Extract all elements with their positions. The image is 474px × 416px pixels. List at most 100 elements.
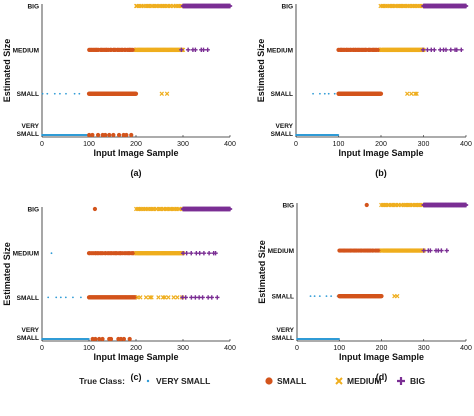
data-point [215,295,220,300]
data-point [205,47,210,53]
legend-title: True Class: [79,376,125,386]
data-point [73,92,76,95]
data-point [175,295,180,300]
data-point [318,295,321,298]
x-tick-label: 100 [333,141,345,148]
dot-marker [146,379,150,383]
data-point [59,92,61,95]
y-tick-label: SMALL [17,91,39,98]
data-point [93,336,98,342]
data-point [138,295,143,300]
y-tick-label: VERY [277,327,295,334]
data-point [171,295,176,300]
y-axis-title: Estimated Size [2,242,12,306]
data-point [439,248,444,253]
data-point [164,91,170,96]
data-point [428,248,433,253]
data-point [41,92,44,95]
legend-label: SMALL [277,376,306,386]
data-point [206,251,212,256]
data-point [209,295,214,300]
x-axis-title: Input Image Sample [339,352,424,362]
data-point [92,206,98,212]
y-tick-label: MEDIUM [13,47,39,54]
y-axis-title: Estimated Size [2,39,12,103]
data-point [118,336,124,342]
data-point [325,295,328,298]
data-point [59,296,62,299]
y-tick-label: BIG [27,4,39,11]
data-point [338,338,340,340]
data-point [90,132,95,138]
panel-label: (c) [131,372,142,382]
y-axis-title: Estimated Size [256,39,266,103]
data-point [432,47,437,53]
legend-item-medium: MEDIUM [335,376,381,386]
data-point [395,293,400,299]
x-tick-label: 400 [460,345,472,352]
data-point [444,248,449,253]
data-point [133,91,139,96]
data-point [405,91,410,96]
data-point [129,132,134,138]
data-point [124,132,129,138]
data-point [201,251,207,256]
y-tick-label: SMALL [271,131,293,138]
data-point [183,295,188,300]
plus-marker [397,377,405,385]
data-point [79,296,82,299]
y-tick-label: MEDIUM [13,251,39,258]
data-point [448,47,453,53]
data-point [327,92,330,95]
panel-label: (a) [131,168,142,178]
data-point [65,92,67,95]
data-point [227,3,233,9]
legend-item-big: BIG [397,376,426,386]
data-point [116,132,122,138]
x-tick-label: 100 [333,345,345,352]
data-point [420,47,426,53]
data-point [397,3,403,9]
data-point [454,47,459,53]
data-point [313,295,316,298]
x-tick-label: 300 [418,345,430,352]
y-tick-label: SMALL [272,294,294,301]
data-point [166,295,171,300]
data-point [95,132,101,138]
data-point [421,248,426,253]
data-point [72,296,74,299]
data-point [414,91,419,96]
data-point [97,336,102,342]
x-tick-label: 0 [294,141,298,148]
x-tick-label: 200 [375,141,387,148]
data-point [409,91,414,96]
data-point [312,92,314,95]
x-tick-label: 100 [83,141,95,148]
data-point [146,3,151,9]
data-point [53,92,56,95]
data-point [213,251,218,256]
data-point [463,202,469,208]
legend: True Class: VERY SMALL SMALL MEDIUM BIG [79,376,425,386]
x-tick-label: 400 [224,141,236,148]
y-tick-label: MEDIUM [267,47,293,54]
data-point [156,295,161,300]
x-tick-label: 400 [224,345,236,352]
chart-panel-4: 0 100 200 300 400VERYSMALLSMALLMEDIUMBIGInpu… [257,203,472,383]
data-point [46,92,49,95]
data-point [103,132,108,138]
data-point [189,295,194,300]
data-point [193,47,198,53]
data-point [143,295,149,300]
data-point [330,295,333,298]
x-axis-title: Input Image Sample [93,148,178,158]
data-point [323,92,326,95]
legend-label: VERY SMALL [156,376,210,386]
data-point [193,295,198,300]
y-tick-label: SMALL [272,335,294,342]
data-point [378,91,384,96]
panel-label: (d) [376,372,388,382]
data-point [337,134,340,136]
data-point [201,47,206,53]
x-marker [335,377,343,385]
